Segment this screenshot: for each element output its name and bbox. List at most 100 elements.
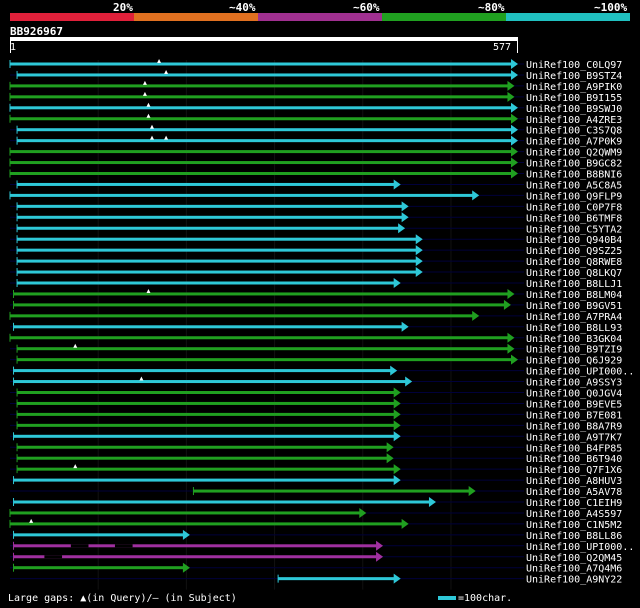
identity-band-100 [506,13,630,21]
hit-label: UniRef100_C1EIH9 [526,498,622,509]
hit-bar [17,128,514,132]
hit-bar [10,95,510,99]
hit-arrow [415,267,423,278]
hit-bar [17,204,404,208]
hit-arrow [393,464,401,475]
hit-bar [17,248,418,252]
hit-arrow [359,507,367,518]
hit-label: UniRef100_A8HUV3 [526,476,622,487]
hit-arrow [511,69,518,80]
hit-label: UniRef100_B3GK04 [526,334,622,345]
hit-arrow [393,409,401,420]
hit-bar [13,434,396,438]
hit-label: UniRef100_UPI000.. [526,542,634,553]
hit-label: UniRef100_C0P7F8 [526,202,622,213]
hit-arrow [393,398,401,409]
hit-arrow [415,234,423,245]
hit-arrow [415,256,423,267]
hit-arrow [511,354,518,365]
hit-arrow [405,376,413,387]
hit-bar [17,423,396,427]
hit-arrow [507,288,515,299]
hit-bar [10,84,510,88]
hit-bar [13,380,408,384]
hit-bar [13,500,431,504]
hit-arrow [386,442,394,453]
hit-label: UniRef100_Q2QWM9 [526,148,622,159]
hit-bar [10,106,513,110]
query-gap-marker [146,288,151,293]
hit-bar [17,139,514,143]
hit-arrow [393,573,401,584]
hit-label: UniRef100_Q940B4 [526,235,622,246]
hit-bar [13,369,393,373]
hit-bar [17,270,418,274]
hit-bar [10,62,513,66]
hit-label: UniRef100_B9TZI9 [526,345,622,356]
hit-arrow [401,212,409,223]
hit-arrow [511,102,518,113]
hit-label: UniRef100_B9GC82 [526,159,622,170]
hit-label: UniRef100_B7E081 [526,410,622,421]
hit-label: UniRef100_A4ZRE3 [526,115,622,126]
hit-label: UniRef100_Q7F1X6 [526,465,622,476]
hit-label: UniRef100_B8LL93 [526,323,622,334]
hit-arrow [511,59,518,69]
hit-bar [10,336,510,340]
hit-arrow [428,497,436,507]
hit-label: UniRef100_C3S7Q8 [526,126,622,137]
scale-legend: =100char. [438,593,512,604]
identity-header: 20% ~40% ~60% ~80% ~100% [0,0,640,22]
hit-bar [13,555,379,559]
hit-arrow [511,168,518,179]
hit-label: UniRef100_B8A7R9 [526,421,622,432]
hit-bar [17,215,404,219]
hit-bar [17,182,396,186]
hit-bar [17,281,396,285]
query-gap-marker [142,80,147,85]
hit-label: UniRef100_A5AV78 [526,487,622,498]
hit-label: UniRef100_A9T7K7 [526,432,622,443]
hit-label: UniRef100_Q8RWE8 [526,257,622,268]
hit-label: UniRef100_C0LQ97 [526,60,622,71]
hit-arrow [511,124,518,135]
hit-bar [193,489,471,493]
hit-arrow [511,135,518,146]
hit-arrow [507,332,515,343]
hit-bar [13,533,185,537]
hit-label: UniRef100_A9SSY3 [526,378,622,389]
hit-arrow [507,343,515,354]
hit-arrow [393,431,401,442]
hit-label: UniRef100_C5YTA2 [526,224,622,235]
hit-label: UniRef100_Q0JGV4 [526,389,622,400]
query-start-label: 1 [10,42,17,53]
query-end-label: 577 [493,42,512,53]
hit-bar [13,303,506,307]
hit-label: UniRef100_A9NY22 [526,575,622,586]
identity-band-80 [382,13,506,21]
hit-arrow [511,157,518,168]
hit-label: UniRef100_Q9FLP9 [526,191,622,202]
hit-arrow [401,201,409,212]
query-gap-marker [157,59,162,63]
identity-band-20 [10,13,134,21]
hit-arrow [182,562,190,573]
hit-label: UniRef100_B9STZ4 [526,71,622,82]
hit-label: UniRef100_B8BNI6 [526,170,622,181]
hit-arrow [511,113,518,124]
query-gap-marker [73,343,78,348]
hit-arrow [393,420,401,431]
query-gap-marker [139,376,144,381]
hit-arrow [393,179,401,190]
hit-label: UniRef100_Q8LKQ7 [526,268,622,279]
hit-bar [17,412,396,416]
query-name: BB926967 [10,25,63,38]
hit-bar [10,511,362,515]
hit-arrow [393,278,401,288]
hit-bar [17,401,396,405]
hit-label: UniRef100_Q2QM45 [526,553,622,564]
pct-label-60: ~60% [353,1,380,14]
pct-label-20: 20% [113,1,133,14]
hit-bar [17,358,514,362]
hit-arrow [182,529,190,540]
